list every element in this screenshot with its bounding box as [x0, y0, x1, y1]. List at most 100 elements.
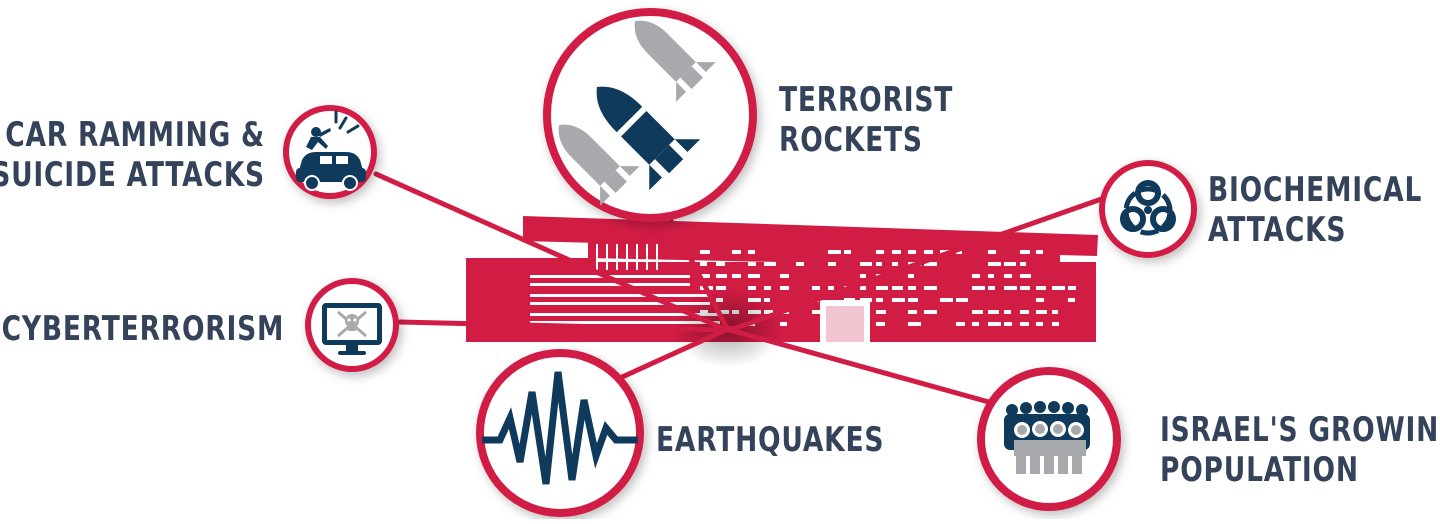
building-window: [892, 250, 901, 254]
line-biochemical: [727, 193, 1113, 333]
seismograph-icon: [482, 371, 638, 485]
node-earthquakes: [476, 349, 644, 517]
building-window: [908, 286, 916, 290]
line-car-ramming: [373, 171, 725, 331]
building-window: [876, 250, 884, 254]
line-earthquakes: [617, 325, 733, 381]
label-population: ISRAEL'S GROWING POPULATION: [1160, 410, 1440, 490]
building-window: [1020, 286, 1030, 290]
building-window: [940, 298, 953, 302]
building-window: [876, 262, 882, 266]
building-window: [764, 286, 771, 290]
building-window: [828, 262, 836, 266]
building-window: [876, 298, 883, 302]
building-window: [908, 250, 916, 254]
building-window: [732, 250, 741, 254]
building-window: [812, 286, 820, 290]
label-car-ramming-line1: CAR RAMMING &: [5, 115, 266, 155]
label-earthquakes-line1: EARTHQUAKES: [656, 420, 885, 460]
building-window: [956, 298, 968, 302]
building-window: [1004, 322, 1012, 326]
building-window: [1036, 298, 1044, 302]
line-rockets: [657, 197, 731, 333]
building-window: [988, 310, 999, 314]
car-ramming-icon: [296, 110, 366, 191]
building-window: [716, 262, 725, 266]
label-car-ramming-line2: SUICIDE ATTACKS: [0, 155, 265, 195]
label-rockets-line2: ROCKETS: [779, 120, 923, 160]
building-window: [1020, 322, 1029, 326]
label-cyberterrorism: CYBERTERRORISM: [1, 309, 284, 349]
building-window: [892, 298, 905, 302]
building-window: [908, 274, 914, 278]
building-window: [1068, 298, 1075, 302]
building-window: [1020, 250, 1030, 254]
building-window: [1004, 286, 1017, 290]
building-window: [1036, 322, 1043, 326]
building-window: [988, 262, 1001, 266]
building-window: [700, 274, 710, 278]
label-population-line1: ISRAEL'S GROWING: [1160, 410, 1440, 450]
building-window: [924, 262, 937, 266]
building-window: [764, 262, 776, 266]
building-window: [748, 286, 756, 290]
building-window: [1036, 310, 1047, 314]
building-window: [972, 274, 980, 278]
building-window: [860, 286, 866, 290]
line-cyberterrorism: [397, 319, 729, 333]
building-window: [844, 250, 851, 254]
node-population: [977, 367, 1121, 511]
building-window: [732, 274, 741, 278]
building-window: [828, 250, 841, 254]
building-window: [1036, 250, 1043, 254]
building-window: [908, 310, 917, 314]
building-window: [908, 298, 918, 302]
connector-lines: [373, 171, 1113, 407]
building-window: [700, 262, 707, 266]
building-window: [860, 274, 866, 278]
building-window: [892, 286, 903, 290]
building-window: [972, 286, 985, 290]
building-window: [876, 310, 886, 314]
building-window: [748, 262, 756, 266]
building-window: [924, 286, 937, 290]
building-window: [1020, 262, 1026, 266]
biohazard-icon: [1120, 180, 1176, 236]
building-window: [828, 286, 834, 290]
building-window: [988, 286, 995, 290]
building-window: [1020, 274, 1031, 278]
building-window: [1004, 310, 1011, 314]
label-cyberterrorism-line1: CYBERTERRORISM: [1, 309, 284, 349]
label-rockets-line1: TERRORIST: [779, 80, 954, 120]
building-window: [1020, 310, 1029, 314]
building-window: [716, 274, 727, 278]
building-window: [1052, 322, 1059, 326]
building-window: [956, 322, 965, 326]
label-biochemical-line1: BIOCHEMICAL: [1208, 170, 1423, 210]
building-window: [1004, 262, 1016, 266]
monitor-skull-icon: [322, 303, 382, 355]
building-window: [988, 250, 996, 254]
building-window: [780, 322, 787, 326]
building-window: [780, 274, 789, 278]
label-car-ramming: CAR RAMMING & SUICIDE ATTACKS: [0, 115, 265, 195]
building-window: [876, 286, 888, 290]
label-population-line2: POPULATION: [1160, 450, 1359, 490]
building-window: [716, 286, 726, 290]
node-biochemical: [1099, 160, 1197, 258]
label-biochemical-line2: ATTACKS: [1208, 210, 1347, 250]
node-rockets: [543, 8, 757, 222]
line-population: [727, 327, 999, 407]
building-window: [988, 322, 1001, 326]
building-window: [1004, 274, 1012, 278]
crowd-icon: [1004, 401, 1090, 474]
building-window: [924, 250, 933, 254]
building-window: [780, 286, 789, 290]
building-window: [972, 322, 979, 326]
building-window: [1068, 286, 1076, 290]
building-window: [956, 250, 962, 254]
node-cyberterrorism: [305, 278, 399, 372]
building-window: [892, 262, 898, 266]
building-window: [1052, 286, 1065, 290]
